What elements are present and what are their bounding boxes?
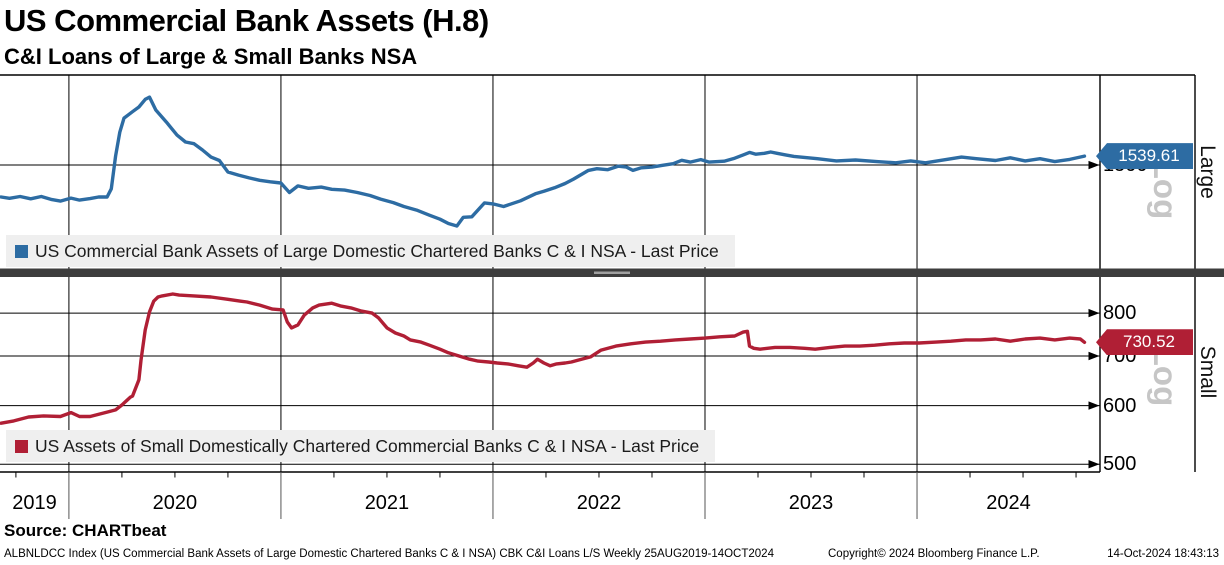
x-axis-year-label: 2023 <box>788 492 834 514</box>
tick-arrow-icon <box>1088 308 1100 318</box>
tick-arrow-icon <box>1088 401 1100 410</box>
legend-large[interactable]: US Commercial Bank Assets of Large Domes… <box>6 235 735 267</box>
last-price-badge-large: 1539.61 <box>1096 143 1193 170</box>
legend-swatch-large <box>15 244 28 258</box>
panel-title-small: Small <box>1196 345 1219 399</box>
footer-security-info: ALBNLDCC Index (US Commercial Bank Asset… <box>4 548 774 560</box>
tick-arrow-icon <box>1088 459 1100 469</box>
footer-copyright: Copyright© 2024 Bloomberg Finance L.P. <box>828 548 1040 560</box>
series-line-small <box>0 292 1087 425</box>
chart-title: US Commercial Bank Assets (H.8) <box>4 3 489 38</box>
tick-arrow-icon <box>1088 160 1100 170</box>
source-line: Source: CHARTbeat <box>4 521 167 540</box>
last-price-badge-small: 730.52 <box>1096 329 1193 356</box>
y-axis-tick-label: 600 <box>1103 394 1137 417</box>
panel-splitter-handle[interactable] <box>594 271 630 275</box>
legend-swatch-small <box>15 439 28 453</box>
x-axis-year-label: 2022 <box>576 492 622 514</box>
panel-title-large: Large <box>1196 145 1219 199</box>
footer-timestamp: 14-Oct-2024 18:43:13 <box>1107 548 1219 560</box>
x-axis-year-label: 2020 <box>152 492 198 514</box>
x-axis-year-label: 2019 <box>12 492 57 514</box>
x-axis-year-label: 2021 <box>364 492 410 514</box>
legend-small-label: US Assets of Small Domestically Chartere… <box>35 435 700 456</box>
x-axis-year-label: 2024 <box>986 492 1031 514</box>
legend-small[interactable]: US Assets of Small Domestically Chartere… <box>6 430 716 462</box>
tick-arrow-icon <box>1088 351 1100 361</box>
y-axis-tick-label: 800 <box>1103 302 1137 325</box>
chart-subtitle: C&I Loans of Large & Small Banks NSA <box>4 44 418 69</box>
legend-large-label: US Commercial Bank Assets of Large Domes… <box>35 240 719 261</box>
series-line-large <box>0 95 1087 228</box>
y-axis-tick-label: 500 <box>1103 453 1137 476</box>
